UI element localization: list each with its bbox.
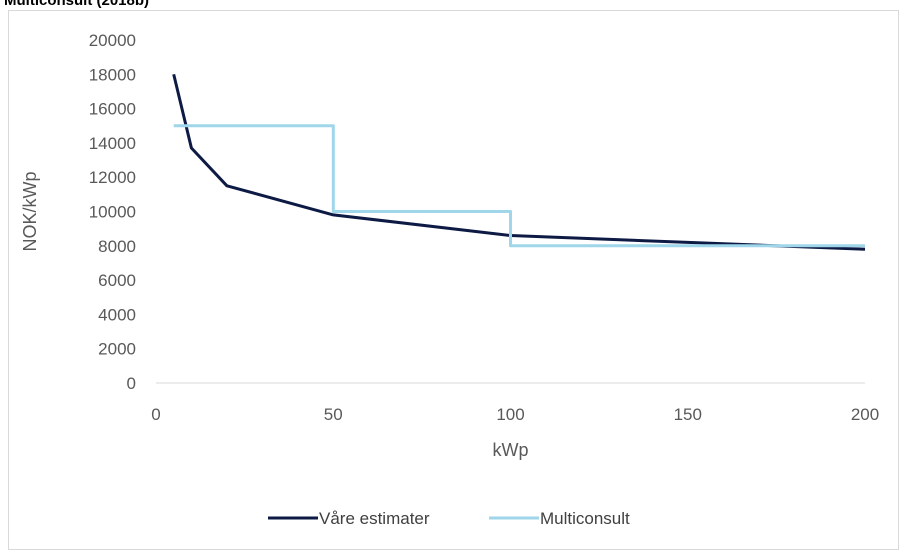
x-axis-label: kWp — [493, 440, 529, 460]
legend-label-1: Våre estimater — [319, 509, 430, 528]
series-line-1 — [172, 73, 866, 251]
y-tick-label: 12000 — [89, 168, 136, 187]
series-line-2 — [173, 124, 865, 248]
legend-label-2: Multiconsult — [540, 509, 630, 528]
x-axis-ticks: 0 50 100 150 200 — [151, 405, 879, 424]
y-tick-label: 4000 — [98, 305, 136, 324]
x-tick-label: 200 — [851, 405, 879, 424]
y-tick-label: 2000 — [98, 340, 136, 359]
y-tick-label: 20000 — [89, 31, 136, 50]
y-tick-label: 10000 — [89, 203, 136, 222]
x-tick-label: 100 — [496, 405, 524, 424]
y-tick-label: 6000 — [98, 271, 136, 290]
y-tick-label: 0 — [127, 374, 136, 393]
chart-caption: Multiconsult (2018b) — [4, 0, 150, 9]
series-lines — [172, 73, 866, 251]
y-tick-label: 8000 — [98, 237, 136, 256]
x-tick-label: 150 — [674, 405, 702, 424]
x-tick-label: 0 — [151, 405, 160, 424]
y-axis-ticks: 0 2000 4000 6000 8000 10000 12000 14000 16000 180… — [89, 31, 136, 393]
x-tick-label: 50 — [324, 405, 343, 424]
y-tick-label: 18000 — [89, 65, 136, 84]
y-tick-label: 14000 — [89, 134, 136, 153]
y-tick-label: 16000 — [89, 100, 136, 119]
y-axis-label: NOK/kWp — [20, 171, 40, 251]
legend: Våre estimater Multiconsult — [268, 509, 630, 528]
